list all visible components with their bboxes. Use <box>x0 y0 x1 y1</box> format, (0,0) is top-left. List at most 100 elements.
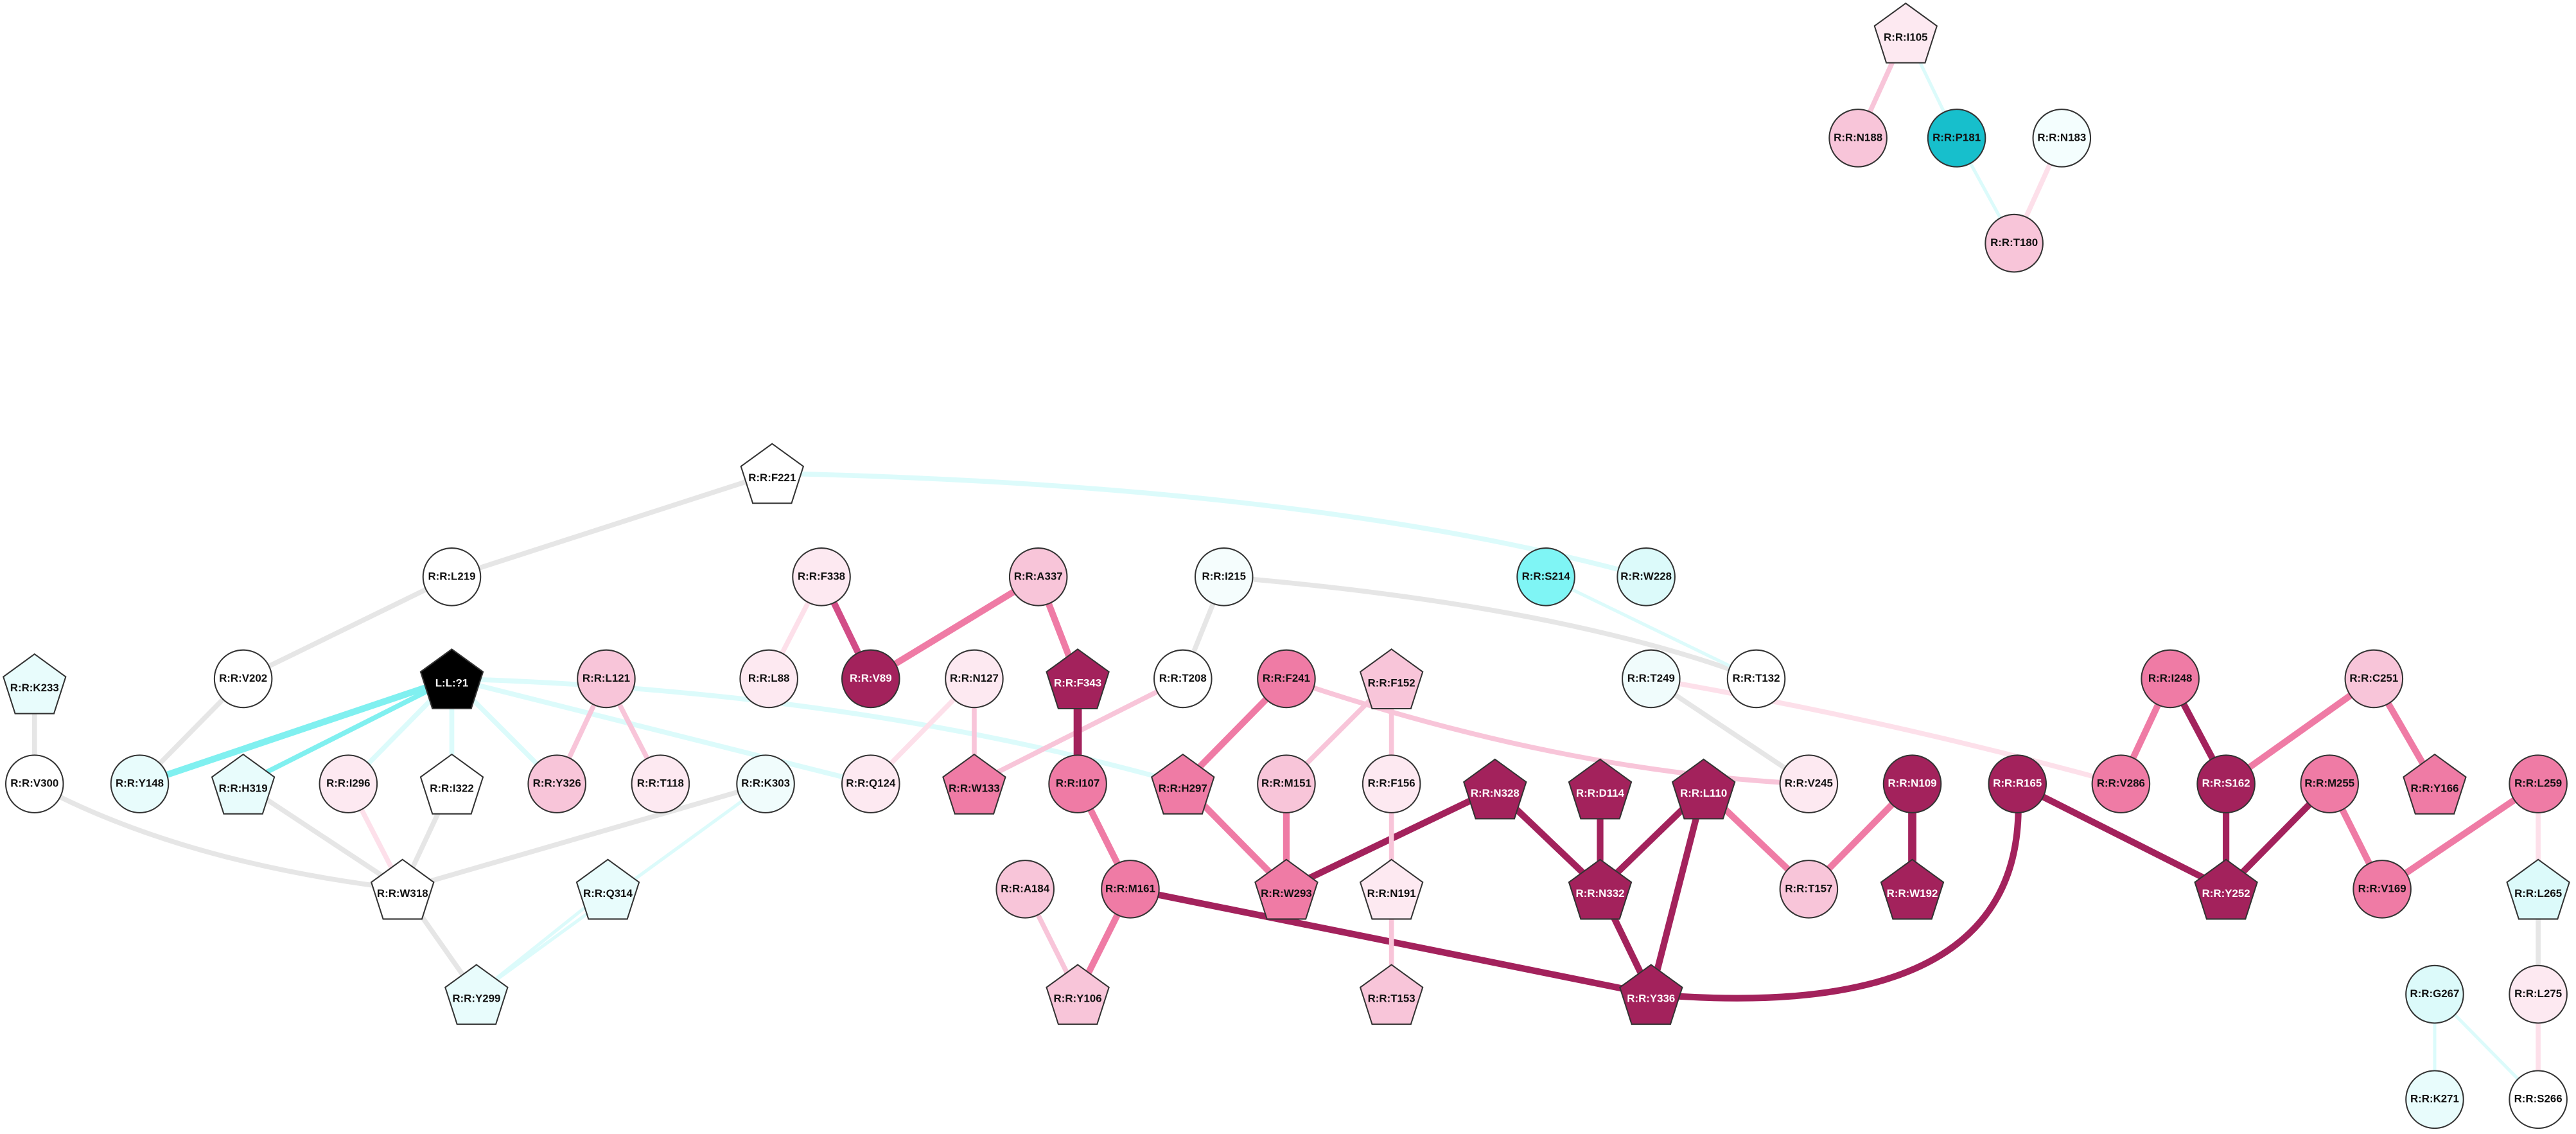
node-label: R:R:T132 <box>1732 672 1780 684</box>
node-label: R:R:M161 <box>1105 882 1155 894</box>
node-pentagon <box>1359 964 1424 1025</box>
node-pentagon <box>1150 753 1215 815</box>
node-pentagon <box>1568 858 1633 920</box>
node-circle <box>631 754 690 813</box>
node-label: R:R:W293 <box>1261 887 1312 899</box>
node-label: R:R:V286 <box>2097 777 2145 790</box>
node-pentagon <box>942 753 1006 815</box>
node-pentagon <box>1671 758 1736 820</box>
node-circle <box>2300 754 2360 813</box>
node-circle <box>1153 649 1213 709</box>
node-label: R:R:Y336 <box>1627 993 1675 1005</box>
node-label: R:R:A337 <box>1014 570 1063 582</box>
node-label: R:R:L275 <box>2514 988 2562 1000</box>
node-pentagon <box>2 653 67 714</box>
edge <box>2014 781 2230 892</box>
node-label: R:R:Q124 <box>846 777 896 790</box>
node-pentagon <box>1619 964 1683 1025</box>
node-circle <box>1882 754 1942 813</box>
node-label: R:R:H319 <box>219 782 268 794</box>
edge <box>399 781 768 892</box>
node-pentagon <box>370 858 435 920</box>
node-label: R:R:L121 <box>583 672 630 684</box>
node-label: R:R:C251 <box>2349 672 2398 684</box>
edge <box>449 676 873 786</box>
edge <box>240 676 455 786</box>
node-label: R:R:F241 <box>1263 672 1310 684</box>
node-circle <box>577 649 636 709</box>
edge <box>1544 575 1758 680</box>
node-pentagon <box>1046 648 1110 710</box>
node-circle <box>1257 754 1316 813</box>
node-label: R:R:T180 <box>1990 236 2038 249</box>
node-label: R:R:I248 <box>2148 672 2192 684</box>
node-pentagon <box>444 964 509 1025</box>
node-label: R:R:K303 <box>741 777 790 790</box>
node-pentagon <box>1359 648 1424 710</box>
node-circle <box>841 754 900 813</box>
node-circle <box>2405 964 2464 1024</box>
node-label: R:R:T208 <box>1159 672 1207 684</box>
node-circle <box>2509 754 2568 813</box>
node-label: R:R:P181 <box>1932 131 1981 143</box>
node-pentagon <box>1568 758 1633 820</box>
node-label: R:R:S162 <box>2202 777 2250 790</box>
node-circle <box>2091 754 2151 813</box>
node-circle <box>2509 964 2568 1024</box>
node-label: R:R:I107 <box>1056 777 1100 790</box>
node-circle <box>213 649 273 709</box>
node-pentagon <box>1359 858 1424 920</box>
node-circle <box>1362 754 1421 813</box>
node-circle <box>1101 860 1160 919</box>
node-label: R:R:V89 <box>850 672 892 684</box>
node-label: R:R:F156 <box>1368 777 1415 790</box>
edge <box>867 573 1042 682</box>
node-label: R:R:G267 <box>2410 988 2460 1000</box>
edge <box>1647 785 1707 998</box>
node-label: R:R:F343 <box>1054 677 1101 689</box>
node-circle <box>1194 547 1254 607</box>
node-label: R:R:V245 <box>1785 777 1833 790</box>
node-pentagon <box>2403 753 2467 815</box>
node-pentagon <box>1880 858 1945 920</box>
edge <box>1647 781 2022 1002</box>
node-circle <box>2141 649 2200 709</box>
node-label: R:R:S266 <box>2514 1093 2563 1105</box>
node-label: R:R:W192 <box>1887 887 1938 899</box>
node-label: R:R:L219 <box>428 570 475 582</box>
node-circle <box>422 547 482 607</box>
edge <box>240 574 455 682</box>
edge <box>449 470 775 580</box>
node-circle <box>4 754 64 813</box>
node-pentagon <box>419 648 484 710</box>
edge <box>1221 574 1759 682</box>
node-circle <box>1828 109 1888 168</box>
node-circle <box>736 754 795 813</box>
node-pentagon <box>2506 858 2570 920</box>
node-circle <box>995 860 1055 919</box>
node-label: R:R:V202 <box>219 672 267 684</box>
node-circle <box>2032 109 2092 168</box>
node-label: R:R:I322 <box>430 782 473 794</box>
node-label: R:R:M151 <box>1261 777 1311 790</box>
node-circle <box>2405 1070 2464 1130</box>
node-label: R:R:K233 <box>10 682 59 694</box>
node-circle <box>1927 109 1986 168</box>
edges <box>31 30 2542 1103</box>
node-circle <box>1008 547 1068 607</box>
node-label: R:R:K271 <box>2410 1093 2459 1105</box>
node-label: R:R:L110 <box>1680 787 1727 799</box>
node-label: R:R:N328 <box>1471 787 1520 799</box>
node-pentagon <box>1463 758 1527 820</box>
node-label: R:R:N183 <box>2037 131 2086 143</box>
node-label: R:R:N191 <box>1367 887 1416 899</box>
node-label: R:R:S214 <box>1522 570 1571 582</box>
node-label: R:R:W228 <box>1620 570 1672 582</box>
node-circle <box>110 754 170 813</box>
node-label: R:R:I105 <box>1884 31 1927 43</box>
node-circle <box>1617 547 1676 607</box>
node-circle <box>1048 754 1107 813</box>
node-label: R:R:Y326 <box>533 777 581 790</box>
node-label: R:R:T153 <box>1368 993 1415 1005</box>
node-pentagon <box>1046 964 1110 1025</box>
